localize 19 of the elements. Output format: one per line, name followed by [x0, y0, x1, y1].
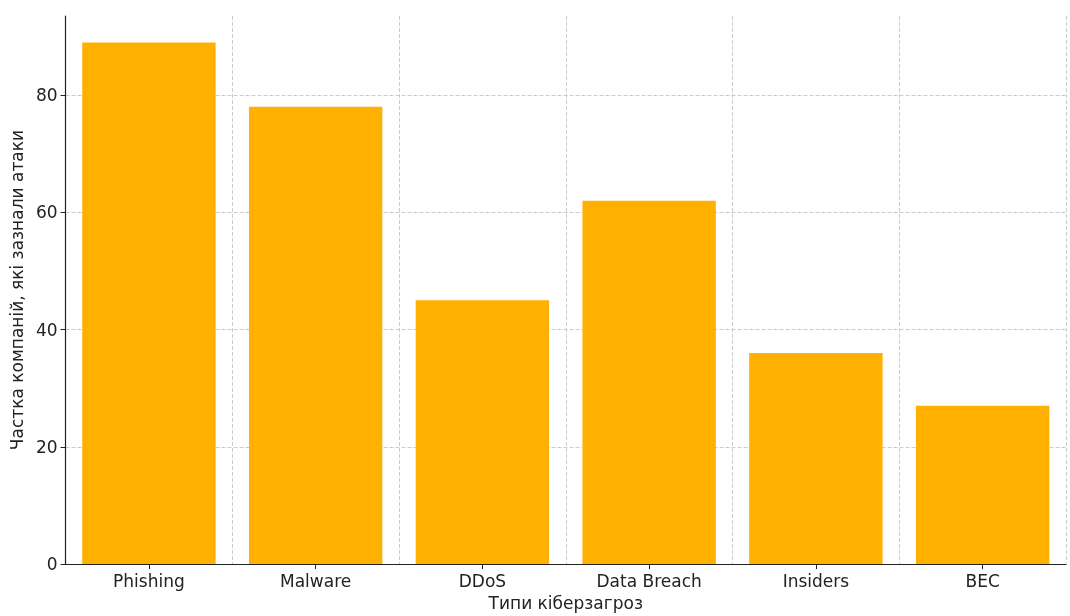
bar [415, 300, 550, 565]
bar [915, 405, 1050, 565]
x-tick-label: Phishing [113, 570, 185, 591]
y-axis-title: Частка компаній, які зазнали атаки [6, 129, 27, 451]
x-tick-label: Data Breach [596, 570, 702, 591]
x-tick-label: BEC [965, 570, 1000, 591]
y-tick-label: 0 [46, 554, 58, 575]
y-tick-label: 80 [35, 85, 58, 106]
x-tick-label: Insiders [782, 570, 850, 591]
y-tick-label: 20 [35, 436, 58, 457]
x-axis-title: Типи кіберзагроз [487, 592, 643, 613]
bar [582, 200, 716, 565]
bar [749, 353, 883, 565]
x-tick-label: DDoS [458, 570, 507, 591]
x-tick-label: Malware [280, 570, 352, 591]
y-tick-label: 60 [35, 202, 58, 223]
bar [248, 106, 383, 565]
y-tick-label: 40 [35, 319, 58, 340]
bar [82, 42, 216, 565]
